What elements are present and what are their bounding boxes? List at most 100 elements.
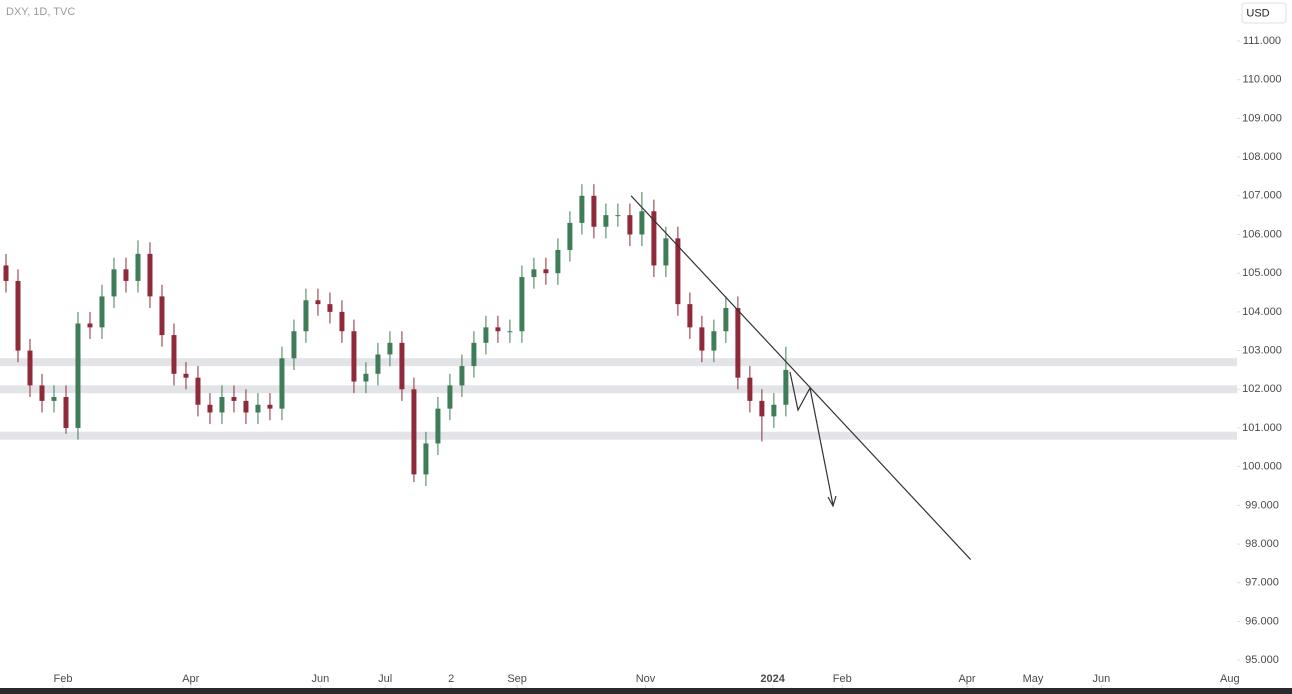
arrow-head bbox=[827, 495, 837, 508]
candle-body bbox=[279, 358, 285, 409]
candle-body bbox=[399, 342, 405, 390]
candle-body bbox=[135, 253, 141, 281]
y-tick-label: 110.000 bbox=[1243, 74, 1282, 86]
candle-body bbox=[375, 354, 381, 374]
projection-arrow bbox=[789, 371, 834, 506]
candle-body bbox=[483, 327, 489, 343]
candle-body bbox=[711, 331, 717, 351]
candle-body bbox=[63, 397, 69, 428]
plot-area bbox=[0, 184, 1237, 560]
x-tick-label: Nov bbox=[636, 673, 656, 685]
candle-body bbox=[459, 366, 465, 386]
candle-body bbox=[123, 269, 129, 281]
candle-body bbox=[507, 331, 513, 333]
candle-body bbox=[207, 404, 213, 413]
y-tick-label: 100.000 bbox=[1242, 461, 1282, 473]
candle-body bbox=[651, 211, 657, 266]
candle-body bbox=[243, 400, 249, 413]
candle-body bbox=[579, 195, 585, 223]
y-tick-label: 102.000 bbox=[1242, 383, 1282, 395]
candle-body bbox=[315, 300, 321, 305]
y-tick-label: 95.000 bbox=[1245, 654, 1279, 666]
candle-body bbox=[591, 195, 597, 227]
candle-body bbox=[423, 443, 429, 475]
x-tick-label: Jun bbox=[1093, 673, 1111, 685]
candle-body bbox=[51, 397, 57, 401]
candle-body bbox=[747, 377, 753, 401]
candle-body bbox=[27, 350, 33, 386]
chart-title: DXY, 1D, TVC bbox=[6, 6, 75, 18]
candle-body bbox=[555, 249, 561, 274]
candle-body bbox=[159, 296, 165, 336]
candle-body bbox=[759, 400, 765, 417]
y-tick-label: 97.000 bbox=[1245, 577, 1279, 589]
candle-body bbox=[111, 269, 117, 297]
candle-body bbox=[219, 397, 225, 413]
y-tick-label: 111.000 bbox=[1243, 35, 1281, 47]
candle-body bbox=[495, 327, 501, 332]
y-tick-label: 98.000 bbox=[1245, 538, 1279, 550]
x-tick-label: Jul bbox=[378, 673, 392, 685]
candle-body bbox=[519, 277, 525, 332]
candle-body bbox=[87, 323, 93, 328]
candle-body bbox=[15, 280, 21, 351]
y-tick-label: 105.000 bbox=[1242, 267, 1282, 279]
price-zone bbox=[0, 385, 1237, 394]
candle-body bbox=[735, 308, 741, 378]
x-tick-label: 2 bbox=[448, 673, 454, 685]
candle-body bbox=[447, 385, 453, 409]
candle-body bbox=[75, 323, 81, 428]
candle-body bbox=[603, 215, 609, 227]
candle-body bbox=[3, 265, 9, 281]
candle-body bbox=[687, 304, 693, 328]
candle-body bbox=[471, 342, 477, 367]
x-tick-label: Apr bbox=[958, 673, 975, 685]
x-tick-label: Feb bbox=[833, 673, 852, 685]
x-tick-label: Jun bbox=[311, 673, 329, 685]
y-tick-label: 104.000 bbox=[1242, 306, 1282, 318]
y-tick-label: 107.000 bbox=[1242, 190, 1282, 202]
candle-body bbox=[723, 308, 729, 332]
candle-body bbox=[627, 215, 633, 235]
candle-body bbox=[303, 300, 309, 332]
y-tick-label: 96.000 bbox=[1245, 615, 1279, 627]
candle-body bbox=[99, 296, 105, 328]
x-tick-label: Feb bbox=[54, 673, 73, 685]
candle-body bbox=[351, 331, 357, 382]
candle-body bbox=[567, 222, 573, 250]
y-tick-label: 108.000 bbox=[1242, 151, 1282, 163]
candle-body bbox=[195, 377, 201, 405]
candle-body bbox=[639, 211, 645, 235]
candle-body bbox=[387, 342, 393, 355]
candle-body bbox=[183, 373, 189, 378]
x-tick-label: 2024 bbox=[760, 673, 785, 685]
candle-body bbox=[543, 269, 549, 274]
y-tick-label: 109.000 bbox=[1242, 112, 1282, 124]
candle-body bbox=[411, 389, 417, 475]
candle-body bbox=[783, 369, 789, 405]
currency-box[interactable] bbox=[1241, 2, 1287, 24]
candle-body bbox=[255, 404, 261, 413]
x-tick-label: Aug bbox=[1220, 673, 1240, 685]
trend-line bbox=[630, 195, 972, 560]
candle-body bbox=[435, 408, 441, 444]
x-tick-label: Apr bbox=[182, 673, 199, 685]
candle-body bbox=[771, 404, 777, 417]
candle-body bbox=[327, 304, 333, 312]
candle-body bbox=[39, 385, 45, 401]
candle-body bbox=[231, 397, 237, 401]
candle-body bbox=[171, 335, 177, 374]
y-tick-label: 103.000 bbox=[1242, 344, 1282, 356]
candle-body bbox=[147, 253, 153, 297]
y-tick-label: 101.000 bbox=[1242, 422, 1282, 434]
candle-body bbox=[291, 331, 297, 359]
y-tick-label: 106.000 bbox=[1242, 228, 1282, 240]
candle-body bbox=[531, 269, 537, 278]
x-tick-label: May bbox=[1023, 673, 1044, 685]
x-tick-label: Sep bbox=[507, 673, 527, 685]
candle-body bbox=[615, 215, 621, 217]
y-tick-label: 99.000 bbox=[1245, 499, 1279, 511]
currency-label[interactable]: USD bbox=[1246, 7, 1269, 19]
